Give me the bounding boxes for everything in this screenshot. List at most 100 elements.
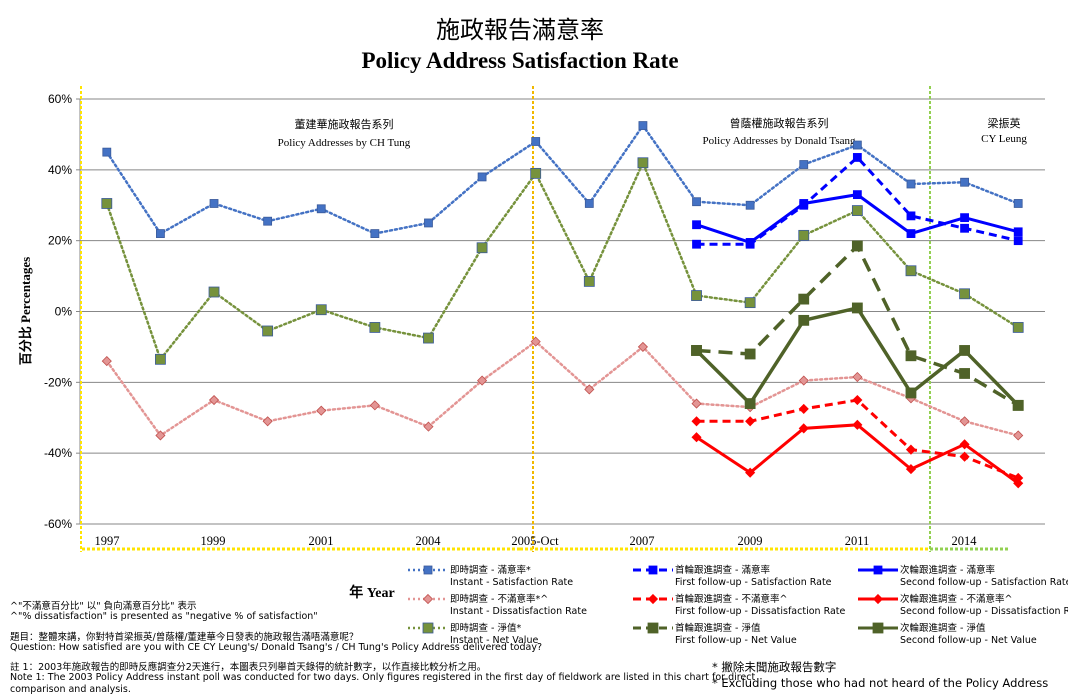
data-point-s6: [745, 238, 755, 247]
legend-label-en: Instant - Dissatisfaction Rate: [450, 606, 587, 617]
x-tick-label: 2009: [738, 534, 763, 548]
data-point-s0: [906, 179, 916, 189]
data-point-s2: [583, 275, 595, 287]
data-point-s7: [1013, 478, 1024, 489]
data-point-s4: [959, 451, 970, 462]
data-point-s7: [798, 423, 809, 434]
y-tick-label: -40%: [44, 446, 72, 460]
legend-swatch-marker: [648, 565, 658, 575]
note1-en-line2: comparison and analysis.: [10, 684, 131, 695]
data-point-s8: [744, 398, 756, 409]
period-label-en: CY Leung: [981, 133, 1027, 145]
data-point-s0: [209, 199, 219, 208]
data-point-s0: [1013, 199, 1023, 208]
exclusion-note-zh: * 撇除未聞施政報告數字: [712, 660, 837, 674]
data-point-s0: [799, 160, 809, 169]
dissatisfaction-note-zh: ^"不滿意百分比" 以" 負向滿意百分比" 表示: [10, 601, 197, 612]
legend-swatch-marker: [647, 622, 659, 634]
data-point-s5: [851, 240, 863, 252]
data-point-s8: [905, 387, 917, 399]
chart-title-zh: 施政報告滿意率: [436, 16, 604, 44]
data-point-s5: [798, 293, 810, 305]
data-point-s6: [799, 199, 809, 208]
x-tick-label: 1999: [201, 534, 226, 548]
data-point-s5: [959, 368, 970, 379]
data-point-s1: [637, 341, 648, 352]
legend-label-en: Second follow-up - Satisfaction Rate: [900, 577, 1068, 588]
data-point-s2: [530, 167, 542, 179]
data-point-s8: [959, 345, 970, 356]
chart-title-en: Policy Address Satisfaction Rate: [361, 48, 679, 73]
series-line-3: [696, 155, 1019, 246]
data-point-s7: [905, 464, 917, 475]
y-tick-label: 60%: [48, 92, 72, 106]
data-point-s6: [852, 190, 862, 200]
data-point-s4: [798, 403, 809, 414]
x-tick-label: 2001: [309, 534, 334, 548]
legend-swatch-marker: [873, 565, 883, 575]
data-point-s0: [263, 216, 273, 226]
legend-label-zh: 首輪跟進調查 - 不滿意率^: [675, 593, 787, 605]
legend-label-zh: 首輪跟進調查 - 滿意率: [675, 564, 770, 576]
data-point-s2: [744, 297, 756, 309]
data-point-s2: [208, 286, 220, 298]
data-point-s2: [315, 304, 327, 316]
y-axis-title: 百分比 Percentages: [18, 257, 33, 365]
legend-label-zh: 次輪跟進調查 - 滿意率: [900, 564, 995, 576]
data-point-s1: [852, 371, 863, 383]
series-line-0: [105, 123, 1020, 236]
period-label-en: Policy Addresses by Donald Tsang: [702, 135, 856, 147]
data-point-s1: [798, 375, 809, 386]
data-point-s2: [369, 322, 381, 333]
data-point-s0: [745, 200, 755, 210]
data-point-s8: [798, 314, 810, 326]
legend-swatch-marker: [422, 622, 434, 634]
exclusion-note-en: * Excluding those who had not heard of t…: [712, 676, 1049, 690]
data-point-s7: [959, 439, 970, 450]
data-point-s0: [477, 172, 487, 182]
data-point-s2: [905, 265, 917, 277]
data-point-s8: [1012, 399, 1024, 411]
data-point-s6: [906, 229, 916, 238]
series-line-6: [696, 193, 1019, 245]
data-point-s8: [851, 302, 863, 314]
data-point-s0: [156, 229, 165, 238]
data-point-s2: [423, 332, 434, 344]
y-tick-label: 40%: [48, 163, 72, 177]
data-point-s3: [852, 153, 862, 162]
period-label-zh: 曾蔭權施政報告系列: [730, 116, 829, 130]
data-point-s0: [424, 218, 433, 228]
data-point-s6: [1013, 227, 1023, 237]
note1-zh: 註 1：2003年施政報告的即時反應調查分2天進行，本圖表只列舉首天錄得的統計數…: [10, 662, 487, 673]
x-tick-label: 2004: [416, 534, 442, 548]
data-point-s2: [798, 229, 810, 241]
legend-label-en: Second follow-up - Net Value: [900, 635, 1037, 646]
legend-label-en: First follow-up - Net Value: [675, 635, 797, 646]
data-point-s0: [370, 229, 380, 238]
legend-label-en: Instant - Satisfaction Rate: [450, 577, 573, 588]
data-point-s1: [155, 430, 166, 441]
data-point-s1: [262, 416, 273, 427]
data-point-s0: [584, 199, 594, 208]
data-point-s2: [101, 198, 113, 209]
data-point-s3: [960, 223, 969, 233]
data-point-s1: [316, 405, 327, 416]
series-line-2: [105, 159, 1020, 362]
legend-label-zh: 次輪跟進調查 - 淨值: [900, 622, 986, 634]
data-point-s0: [316, 204, 326, 214]
data-point-s1: [1013, 430, 1024, 441]
legend-swatch-marker: [423, 565, 433, 575]
data-point-s4: [852, 394, 863, 406]
legend-swatch-marker: [422, 593, 434, 605]
data-point-s1: [530, 336, 541, 347]
question-zh: 題目：整體來講，你對特首梁振英/曾蔭權/董建華今日發表的施政報告滿唔滿意呢？: [10, 632, 359, 643]
data-point-s7: [852, 419, 863, 430]
data-point-s1: [208, 394, 220, 406]
question-en: Question: How satisfied are you with CE …: [10, 642, 543, 653]
y-tick-label: -60%: [44, 517, 72, 531]
period-label-zh: 董建華施政報告系列: [295, 117, 394, 131]
dissatisfaction-note-en: ^"% dissatisfaction" is presented as "ne…: [10, 611, 318, 622]
legend-label-zh: 次輪跟進調查 - 不滿意率^: [900, 593, 1012, 605]
x-tick-label: 2007: [630, 534, 655, 548]
data-point-s0: [531, 137, 541, 146]
